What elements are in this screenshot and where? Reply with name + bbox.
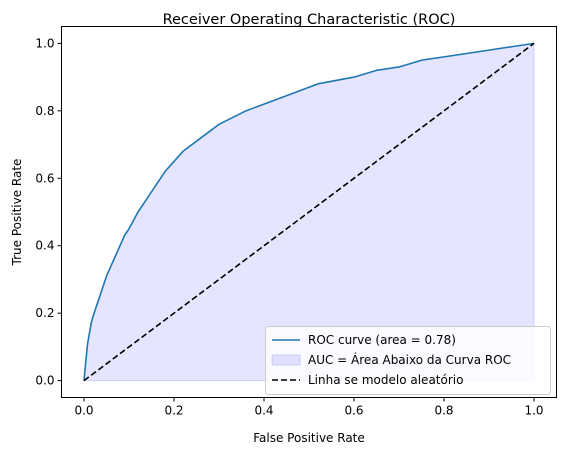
legend-box <box>265 326 551 395</box>
chart-title: Receiver Operating Characteristic (ROC) <box>163 12 456 28</box>
roc-curve-line <box>83 42 535 381</box>
x-tick-label: 0.0 <box>74 404 93 418</box>
x-axis-label: False Positive Rate <box>253 431 365 445</box>
y-tick-label: 1.0 <box>35 36 54 50</box>
x-tick-label: 0.6 <box>344 404 363 418</box>
y-axis-label: True Positive Rate <box>10 159 24 267</box>
plot-area <box>83 42 535 382</box>
legend-label-auc: AUC = Área Abaixo da Curva ROC <box>308 352 511 367</box>
x-tick-label: 0.8 <box>434 404 453 418</box>
x-axis-ticks: 0.0 0.2 0.4 0.6 0.8 1.0 <box>74 397 544 418</box>
legend-label-roc: ROC curve (area = 0.78) <box>308 333 456 347</box>
legend: ROC curve (area = 0.78) AUC = Área Abaix… <box>265 326 551 395</box>
x-tick-label: 1.0 <box>524 404 543 418</box>
y-tick-label: 0.8 <box>35 104 54 118</box>
y-tick-label: 0.4 <box>35 239 54 253</box>
x-tick-label: 0.4 <box>254 404 273 418</box>
x-tick-label: 0.2 <box>164 404 183 418</box>
y-axis-ticks: 0.0 0.2 0.4 0.6 0.8 1.0 <box>35 36 62 388</box>
y-tick-label: 0.2 <box>35 306 54 320</box>
random-model-line <box>83 42 535 382</box>
y-tick-label: 0.0 <box>35 374 54 388</box>
legend-label-random: Linha se modelo aleatório <box>308 373 463 387</box>
legend-swatch-auc <box>271 354 301 366</box>
y-tick-label: 0.6 <box>35 171 54 185</box>
plot-frame <box>61 26 557 398</box>
